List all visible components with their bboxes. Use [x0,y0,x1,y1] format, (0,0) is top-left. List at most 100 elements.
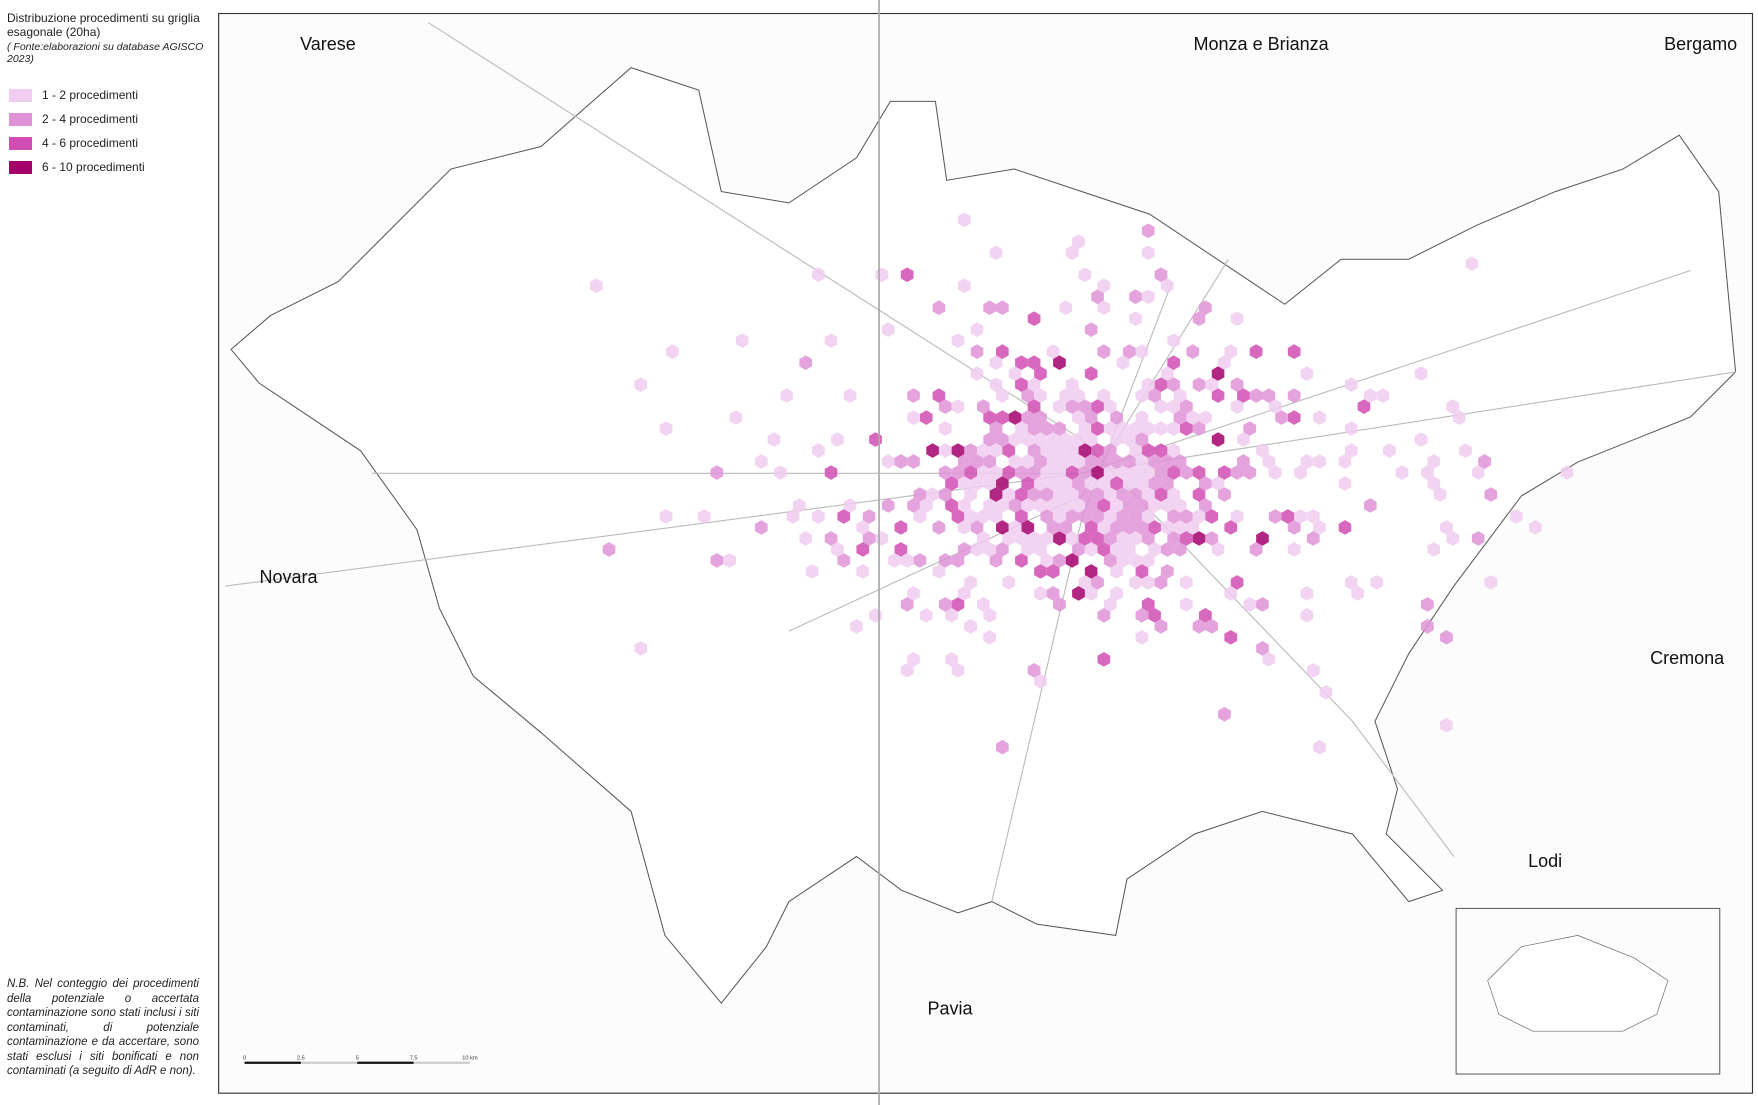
hex-cell [945,498,958,513]
hex-cell [1344,443,1358,458]
hex-cell [1256,641,1269,656]
legend-swatch [9,136,32,150]
hex-cell [710,465,724,480]
hex-cell [1471,465,1485,480]
hex-cell [1199,608,1212,623]
hex-cell [1230,399,1244,414]
hex-cell [1154,619,1168,634]
hex-cell [951,553,965,568]
hex-cell [907,586,920,601]
hex-cell [837,553,851,568]
hex-cell [1065,531,1079,546]
hex-cell [1218,355,1231,370]
hex-cell [907,388,920,403]
hex-cell [1313,410,1326,425]
hex-cell [735,333,749,349]
hex-cell [856,542,870,557]
hex-cell [1008,454,1022,469]
hex-cell [1160,278,1174,294]
hex-cell [1281,509,1295,524]
hex-cell [1103,531,1117,546]
hex-cell [881,322,895,337]
hex-cell [1148,388,1161,403]
hex-cell [862,509,876,524]
legend-label: 1 - 2 procedimenti [42,88,139,102]
hex-cell [1167,377,1180,392]
hex-cell [1141,597,1155,612]
hex-cell [1154,465,1168,480]
hex-cell [1167,355,1180,370]
scale-label: 2,5 [297,1055,305,1061]
hex-cell [1027,531,1041,546]
hex-cell [976,399,990,414]
hex-cell [1135,344,1149,359]
hex-cell [1015,377,1028,392]
hex-cell [1040,509,1054,524]
hex-cell [774,465,787,480]
hex-cell [754,520,768,535]
hex-cell [812,443,825,458]
hex-cell [786,509,800,524]
hex-cell [1484,487,1498,502]
hex-cell [1452,410,1466,425]
hex-cell [1287,542,1301,557]
hex-cell [1116,553,1130,568]
hex-cell [913,553,927,568]
hex-cell [1173,542,1187,557]
hex-cell [1097,542,1111,557]
hex-cell [1116,421,1130,436]
hex-cell [1230,377,1244,392]
hex-cell [1154,443,1168,458]
hex-cell [913,509,927,524]
hex-cell [1084,366,1098,381]
scale-label: 10 km [462,1055,478,1061]
hex-cell [1344,575,1358,590]
hex-cell [1065,399,1079,414]
hex-cell [1027,399,1041,414]
hex-cell [1110,520,1123,535]
hex-cell [1065,443,1079,458]
hex-cell [1471,531,1485,546]
hex-cell [1027,355,1041,370]
hex-cell [976,443,990,458]
hex-cell [1103,553,1117,568]
hex-cell [1192,311,1206,327]
scale-segment [300,1061,358,1064]
legend-source: ( Fonte:elaborazioni su database AGISCO … [7,41,204,65]
hex-cell [1243,597,1257,612]
hex-cell [589,278,603,294]
hex-cell [1218,465,1231,480]
hex-cell [1287,410,1301,425]
hex-cell [1053,597,1066,612]
hex-cell [983,542,997,557]
hex-cell [1338,520,1352,535]
hex-cell [1135,454,1149,469]
hex-cell [1046,344,1060,359]
hex-cell [1357,399,1371,414]
hex-cell [1072,454,1085,469]
hex-cell [1243,465,1257,480]
hex-cell [1186,410,1200,425]
hex-cell [1034,454,1047,469]
hex-cell [996,410,1009,425]
hex-cell [767,432,781,447]
hex-cell [1078,465,1092,480]
hex-cell [938,597,952,612]
hex-cell [1160,542,1174,557]
hex-cell [938,553,952,568]
hex-cell [976,465,990,480]
hex-cell [957,542,971,557]
hex-cell [1072,432,1085,447]
hex-cell [1034,432,1047,447]
hex-cell [1167,465,1180,480]
hex-cell [1249,542,1263,557]
hex-cell [1046,454,1060,469]
hex-cell [1097,388,1111,403]
hex-cell [1084,498,1098,513]
hex-cell [1034,366,1047,381]
hex-cell [1084,520,1098,535]
hex-cell [1015,421,1028,436]
hex-cell [983,498,997,513]
hex-cell [970,454,984,469]
hex-cell [1338,454,1352,469]
